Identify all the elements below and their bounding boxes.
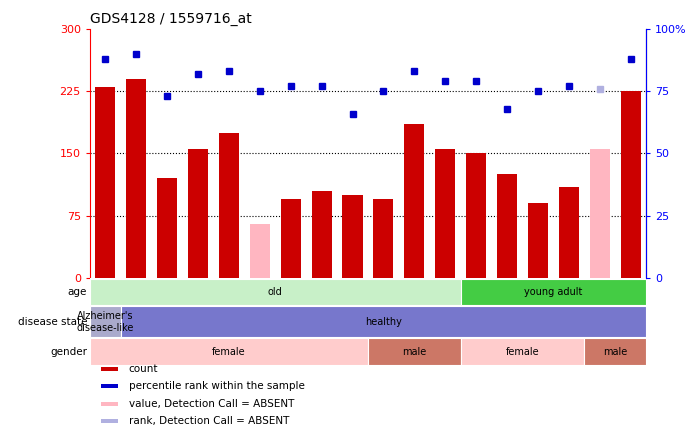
Bar [188,149,208,278]
Bar [101,384,117,388]
Bar [312,191,332,278]
Bar [621,91,641,278]
Text: female: female [212,347,246,357]
Text: Alzheimer's
disease-like: Alzheimer's disease-like [77,311,134,333]
Text: value, Detection Call = ABSENT: value, Detection Call = ABSENT [129,399,294,409]
Bar [101,402,117,406]
Bar [95,87,115,278]
Bar [373,199,393,278]
Bar [157,178,177,278]
Bar [90,279,461,305]
Bar [589,149,609,278]
Y-axis label: gender: gender [50,347,87,357]
Bar [219,133,239,278]
Bar [343,195,363,278]
Bar [281,199,301,278]
Text: rank, Detection Call = ABSENT: rank, Detection Call = ABSENT [129,416,289,426]
Text: healthy: healthy [365,317,402,327]
Y-axis label: age: age [68,287,87,297]
Bar [497,174,517,278]
Bar [466,154,486,278]
Bar [559,187,579,278]
Text: male: male [402,347,426,357]
Text: GDS4128 / 1559716_at: GDS4128 / 1559716_at [90,12,252,27]
Bar [585,338,646,365]
Bar [404,124,424,278]
Text: old: old [268,287,283,297]
Bar [90,306,121,337]
Bar [461,338,585,365]
Text: female: female [506,347,539,357]
Bar [101,419,117,423]
Text: percentile rank within the sample: percentile rank within the sample [129,381,305,391]
Text: young adult: young adult [524,287,583,297]
Bar [368,338,461,365]
Bar [249,224,270,278]
Y-axis label: disease state: disease state [17,317,87,327]
Bar [461,279,646,305]
Bar [126,79,146,278]
Text: male: male [603,347,627,357]
Bar [101,367,117,371]
Text: count: count [129,364,158,374]
Bar [90,338,368,365]
Bar [435,149,455,278]
Bar [528,203,548,278]
